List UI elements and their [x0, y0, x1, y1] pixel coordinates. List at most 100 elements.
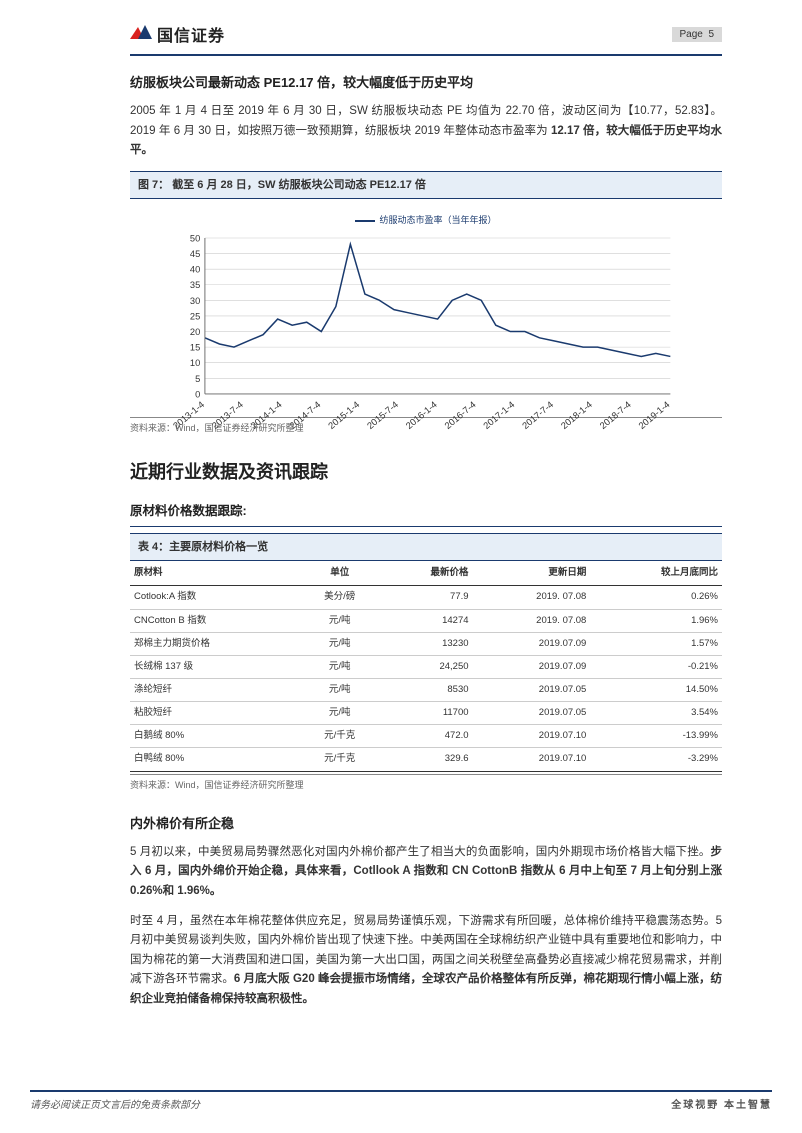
table-col-header: 单位 [300, 561, 379, 586]
table-cell: 1.96% [590, 609, 722, 632]
section1-title: 纺服板块公司最新动态 PE12.17 倍，较大幅度低于历史平均 [130, 72, 722, 94]
section3-para1: 5 月初以来，中美贸易局势骤然恶化对国内外棉价都产生了相当大的负面影响，国内外期… [130, 843, 722, 902]
table-cell: Cotlook:A 指数 [130, 586, 300, 609]
table-cell: CNCotton B 指数 [130, 609, 300, 632]
table-cell: 472.0 [379, 725, 472, 748]
svg-text:2017-7-4: 2017-7-4 [520, 399, 555, 431]
svg-text:0: 0 [195, 389, 200, 399]
table-cell: 2019. 07.08 [473, 586, 591, 609]
svg-text:10: 10 [190, 358, 200, 368]
table-row: Cotlook:A 指数美分/磅77.92019. 07.080.26% [130, 586, 722, 609]
footer-row: 请务必阅读正页文言后的免责条款部分 全球视野 本土智慧 [30, 1096, 772, 1111]
table-cell: 14.50% [590, 678, 722, 701]
svg-text:2018-7-4: 2018-7-4 [598, 399, 633, 431]
chart-legend: 纺服动态市盈率（当年年报） [170, 213, 682, 228]
table-header-row: 原材料单位最新价格更新日期较上月底同比 [130, 561, 722, 586]
table-cell: 元/吨 [300, 609, 379, 632]
table-cell: 3.54% [590, 702, 722, 725]
svg-text:2015-7-4: 2015-7-4 [365, 399, 400, 431]
table-cell: 2019.07.10 [473, 748, 591, 771]
svg-text:2016-7-4: 2016-7-4 [443, 399, 478, 431]
svg-text:2015-1-4: 2015-1-4 [326, 399, 361, 431]
page-footer: 请务必阅读正页文言后的免责条款部分 全球视野 本土智慧 [0, 1090, 802, 1111]
table-cell: 元/吨 [300, 678, 379, 701]
figure7-chart: 纺服动态市盈率（当年年报） 051015202530354045502013-1… [130, 205, 722, 415]
table-col-header: 较上月底同比 [590, 561, 722, 586]
section3-para2: 时至 4 月，虽然在本年棉花整体供应充足，贸易局势谨慎乐观，下游需求有所回暖，总… [130, 912, 722, 1010]
table-cell: 1.57% [590, 632, 722, 655]
table-cell: -13.99% [590, 725, 722, 748]
line-chart-svg: 051015202530354045502013-1-42013-7-42014… [170, 231, 682, 440]
svg-text:45: 45 [190, 249, 200, 259]
footer-disclaimer: 请务必阅读正页文言后的免责条款部分 [30, 1096, 200, 1111]
section2-big-title: 近期行业数据及资讯跟踪 [130, 457, 722, 488]
company-logo: 国信证券 [130, 22, 225, 46]
section3-title: 内外棉价有所企稳 [130, 813, 722, 835]
table-cell: 24,250 [379, 655, 472, 678]
table4-source: 资料来源：Wind，国信证券经济研究所整理 [130, 774, 722, 793]
table-cell: 涤纶短纤 [130, 678, 300, 701]
table-cell: 0.26% [590, 586, 722, 609]
table-cell: -0.21% [590, 655, 722, 678]
svg-text:2016-1-4: 2016-1-4 [404, 399, 439, 431]
table4-title: 表 4：主要原材料价格一览 [130, 533, 722, 562]
table-col-header: 原材料 [130, 561, 300, 586]
svg-text:35: 35 [190, 280, 200, 290]
svg-text:2019-1-4: 2019-1-4 [637, 399, 672, 431]
table-row: 白鹅绒 80%元/千克472.02019.07.10-13.99% [130, 725, 722, 748]
table-cell: 2019.07.05 [473, 702, 591, 725]
table-cell: 元/千克 [300, 748, 379, 771]
table-cell: -3.29% [590, 748, 722, 771]
svg-text:50: 50 [190, 233, 200, 243]
table-cell: 2019.07.09 [473, 632, 591, 655]
svg-text:5: 5 [195, 374, 200, 384]
page-header: 国信证券 Page 5 [130, 0, 722, 50]
footer-slogan: 全球视野 本土智慧 [671, 1096, 772, 1111]
svg-text:2017-1-4: 2017-1-4 [482, 399, 517, 431]
page-number: 5 [708, 29, 714, 40]
table-row: 涤纶短纤元/吨85302019.07.0514.50% [130, 678, 722, 701]
table-cell: 白鸭绒 80% [130, 748, 300, 771]
svg-text:15: 15 [190, 342, 200, 352]
table-cell: 2019.07.09 [473, 655, 591, 678]
table-cell: 13230 [379, 632, 472, 655]
table-cell: 2019.07.10 [473, 725, 591, 748]
table-row: CNCotton B 指数元/吨142742019. 07.081.96% [130, 609, 722, 632]
page-container: 国信证券 Page 5 纺服板块公司最新动态 PE12.17 倍，较大幅度低于历… [0, 0, 802, 1133]
s3p1-plain: 5 月初以来，中美贸易局势骤然恶化对国内外棉价都产生了相当大的负面影响，国内外期… [130, 846, 711, 858]
table-cell: 长绒棉 137 级 [130, 655, 300, 678]
table-row: 白鸭绒 80%元/千克329.62019.07.10-3.29% [130, 748, 722, 771]
page-number-badge: Page 5 [672, 27, 722, 42]
table-cell: 11700 [379, 702, 472, 725]
table-cell: 元/吨 [300, 655, 379, 678]
table-row: 长绒棉 137 级元/吨24,2502019.07.09-0.21% [130, 655, 722, 678]
table-body: Cotlook:A 指数美分/磅77.92019. 07.080.26%CNCo… [130, 586, 722, 771]
footer-divider [30, 1090, 772, 1092]
svg-text:30: 30 [190, 296, 200, 306]
legend-line-icon [355, 220, 375, 222]
table-cell: 77.9 [379, 586, 472, 609]
header-divider [130, 54, 722, 56]
content-area: 纺服板块公司最新动态 PE12.17 倍，较大幅度低于历史平均 2005 年 1… [130, 72, 722, 1009]
section1-para1: 2005 年 1 月 4 日至 2019 年 6 月 30 日，SW 纺服板块动… [130, 102, 722, 161]
table-cell: 元/千克 [300, 725, 379, 748]
table-cell: 郑棉主力期货价格 [130, 632, 300, 655]
table-cell: 粘胶短纤 [130, 702, 300, 725]
table-row: 粘胶短纤元/吨117002019.07.053.54% [130, 702, 722, 725]
table-cell: 2019.07.05 [473, 678, 591, 701]
table-cell: 329.6 [379, 748, 472, 771]
table-cell: 元/吨 [300, 702, 379, 725]
svg-text:20: 20 [190, 327, 200, 337]
table-col-header: 最新价格 [379, 561, 472, 586]
logo-icon [130, 25, 152, 43]
svg-text:2018-1-4: 2018-1-4 [559, 399, 594, 431]
page-label: Page [680, 29, 703, 40]
table-row: 郑棉主力期货价格元/吨132302019.07.091.57% [130, 632, 722, 655]
table-cell: 14274 [379, 609, 472, 632]
svg-text:40: 40 [190, 264, 200, 274]
section2-sub-title: 原材料价格数据跟踪: [130, 501, 722, 526]
table-cell: 8530 [379, 678, 472, 701]
figure7-title: 图 7： 截至 6 月 28 日，SW 纺服板块公司动态 PE12.17 倍 [130, 171, 722, 200]
svg-text:25: 25 [190, 311, 200, 321]
table-cell: 元/吨 [300, 632, 379, 655]
